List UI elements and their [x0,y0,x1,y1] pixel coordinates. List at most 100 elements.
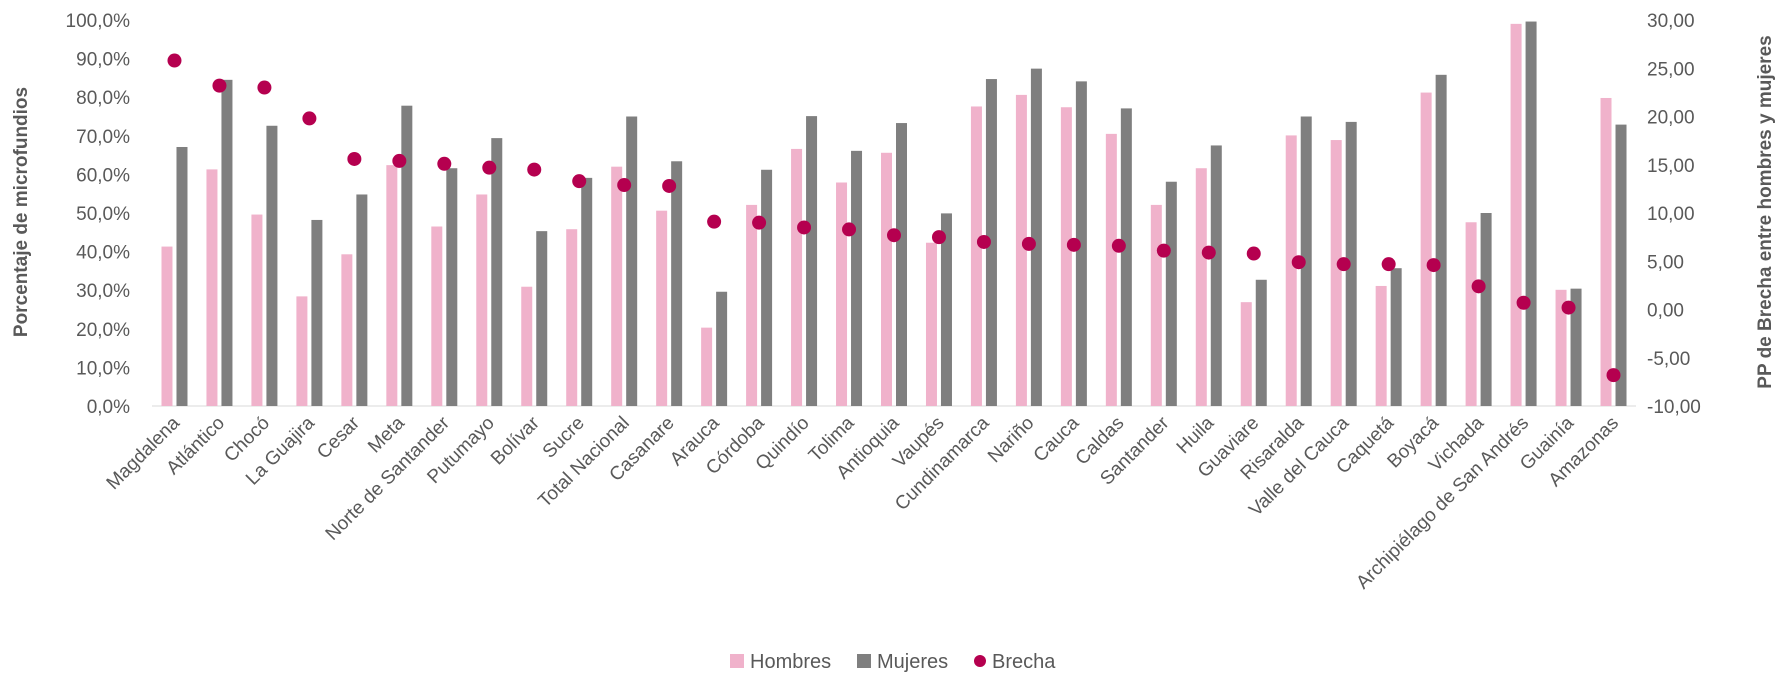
brecha-marker [1471,279,1486,294]
legend-label-mujeres: Mujeres [877,651,948,673]
left-axis-title: Porcentaje de microfundios [11,87,32,337]
y-tick-label: 80,0% [76,88,130,109]
bar-hombres [836,182,848,406]
bar-mujeres [1345,121,1357,407]
brecha-marker [167,53,182,68]
bar-hombres [701,327,713,406]
brecha-marker [212,78,227,93]
brecha-marker [1201,245,1216,260]
bar-mujeres [491,138,503,406]
bar-hombres [341,254,353,406]
bar-hombres [476,194,488,406]
y-tick-label: 50,0% [76,204,130,225]
brecha-marker [931,230,946,245]
bar-mujeres [1300,116,1312,406]
y2-tick-label: 25,00 [1647,59,1695,80]
bar-hombres [791,148,803,406]
bar-hombres [1375,285,1387,406]
brecha-marker [1111,238,1126,253]
bars-layer [161,21,1627,407]
bar-mujeres [1390,268,1402,406]
brecha-marker [887,228,901,243]
y-tick-label: 40,0% [76,243,130,264]
brecha-marker [1291,255,1306,270]
bar-hombres [1465,222,1477,406]
bar-hombres [1015,94,1027,406]
bar-hombres [1600,97,1612,407]
y-tick-label: 20,0% [76,320,130,341]
bar-hombres [746,204,758,406]
bar-hombres [206,169,218,406]
bar-mujeres [806,116,818,406]
brecha-marker [1336,257,1351,272]
bar-mujeres [1075,81,1087,407]
bar-mujeres [446,168,458,406]
bar-mujeres [716,291,728,406]
bar-mujeres [356,194,368,406]
bar-mujeres [985,79,997,407]
right-axis-title: PP de Brecha entre hombres y mujeres [1755,35,1776,388]
left-axis-ticks: 0,0% 10,0% 20,0% 30,0% 40,0% 50,0% 60,0% 70,0% 8… [66,11,131,418]
bar-mujeres [401,105,413,406]
bar-mujeres [1525,21,1537,406]
brecha-markers-layer [167,53,1621,383]
brecha-marker [662,178,677,193]
y2-tick-label: 30,00 [1647,11,1695,32]
bar-hombres [386,165,398,406]
bar-mujeres [761,169,773,406]
bar-hombres [1420,92,1432,407]
bar-mujeres [1120,108,1132,407]
y-tick-label: 30,0% [76,281,130,302]
bar-hombres [611,166,623,406]
bar-hombres [881,152,892,406]
legend-label-brecha: Brecha [992,651,1056,673]
brecha-marker [347,151,362,166]
bar-mujeres [1210,145,1222,406]
brecha-marker [617,178,632,193]
bar-mujeres [1615,124,1627,406]
y2-tick-label: -5,00 [1647,349,1690,370]
y2-tick-label: 0,00 [1647,301,1684,322]
bar-hombres [566,229,578,406]
bar-mujeres [221,79,233,406]
legend-marker-brecha [974,655,986,667]
bar-hombres [431,226,443,406]
legend: Hombres Mujeres Brecha [730,651,1056,673]
brecha-marker [842,222,857,237]
y2-tick-label: 15,00 [1647,156,1695,177]
brecha-marker [302,111,317,126]
legend-swatch-mujeres [857,654,871,668]
brecha-marker [1381,257,1396,272]
brecha-marker [392,153,407,168]
bar-mujeres [851,150,863,406]
bar-mujeres [940,213,952,406]
bar-hombres [251,214,263,406]
bar-mujeres [671,161,683,406]
bar-hombres [1510,23,1522,407]
bar-mujeres [311,219,323,406]
bar-hombres [925,242,937,406]
brecha-marker [257,80,272,95]
bar-mujeres [536,231,548,406]
y-tick-label: 60,0% [76,165,130,186]
brecha-marker [1516,295,1531,310]
brecha-marker [1606,368,1621,383]
bar-mujeres [266,125,278,406]
y2-tick-label: 5,00 [1647,252,1684,273]
brecha-marker [527,162,542,177]
bar-hombres [970,106,982,407]
bar-hombres [1195,168,1207,406]
y-tick-label: 90,0% [76,50,130,71]
bar-mujeres [581,177,593,406]
brecha-marker [1021,236,1036,251]
category-label: Cesar [313,412,364,463]
bar-mujeres [1435,74,1447,406]
brecha-marker [1066,237,1081,252]
brecha-marker [482,160,497,175]
bar-hombres [1330,140,1342,406]
brecha-marker [572,174,587,189]
brecha-marker [752,215,767,230]
brecha-marker [797,220,812,235]
y-tick-label: 0,0% [87,397,130,418]
